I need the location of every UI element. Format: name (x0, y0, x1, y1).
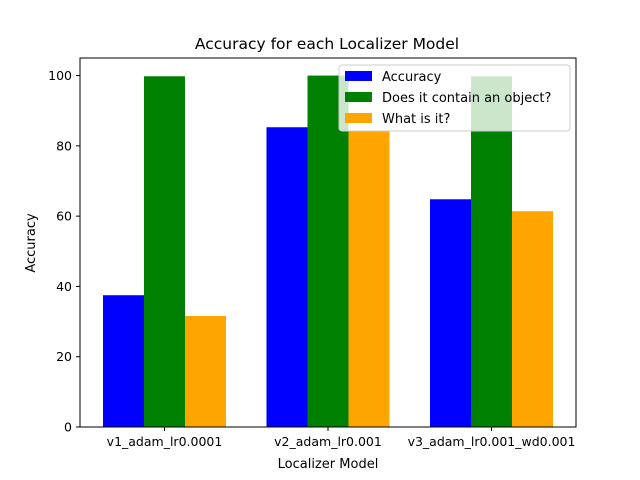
bar-3-3 (512, 211, 553, 427)
x-axis: v1_adam_lr0.0001 v2_adam_lr0.001 v3_adam_l… (107, 427, 576, 449)
legend: Accuracy Does it contain an object? What i… (338, 64, 571, 132)
y-tick-label: 20 (56, 349, 72, 364)
legend-label-3: What is it? (382, 112, 450, 127)
bar-1-1 (103, 295, 144, 427)
legend-swatch-3 (345, 113, 372, 123)
x-tick-label: v1_adam_lr0.0001 (107, 434, 223, 449)
bar-3-2 (348, 130, 390, 427)
bar-1-2 (266, 127, 308, 427)
legend-swatch-1 (345, 71, 372, 81)
x-tick-label: v2_adam_lr0.001 (274, 434, 382, 449)
chart-title: Accuracy for each Localizer Model (195, 35, 459, 53)
y-axis-label: Accuracy (24, 213, 39, 273)
bar-2-2 (307, 75, 349, 428)
legend-swatch-2 (345, 92, 372, 102)
legend-box (338, 64, 571, 132)
y-tick-label: 80 (56, 138, 72, 153)
y-tick-label: 100 (48, 68, 72, 83)
bar-1-3 (430, 199, 471, 427)
y-axis: 0 20 40 60 80 100 (48, 68, 80, 435)
legend-label-1: Accuracy (382, 70, 442, 85)
y-tick-label: 60 (56, 209, 72, 224)
bars-group (103, 75, 553, 428)
bar-3-1 (185, 315, 226, 427)
y-tick-label: 0 (64, 420, 72, 435)
bar-2-1 (144, 76, 185, 427)
x-tick-label: v3_adam_lr0.001_wd0.001 (408, 434, 576, 449)
y-tick-label: 40 (56, 279, 72, 294)
legend-label-2: Does it contain an object? (382, 91, 551, 106)
bar-2-3 (471, 76, 512, 427)
x-axis-label: Localizer Model (278, 457, 379, 472)
